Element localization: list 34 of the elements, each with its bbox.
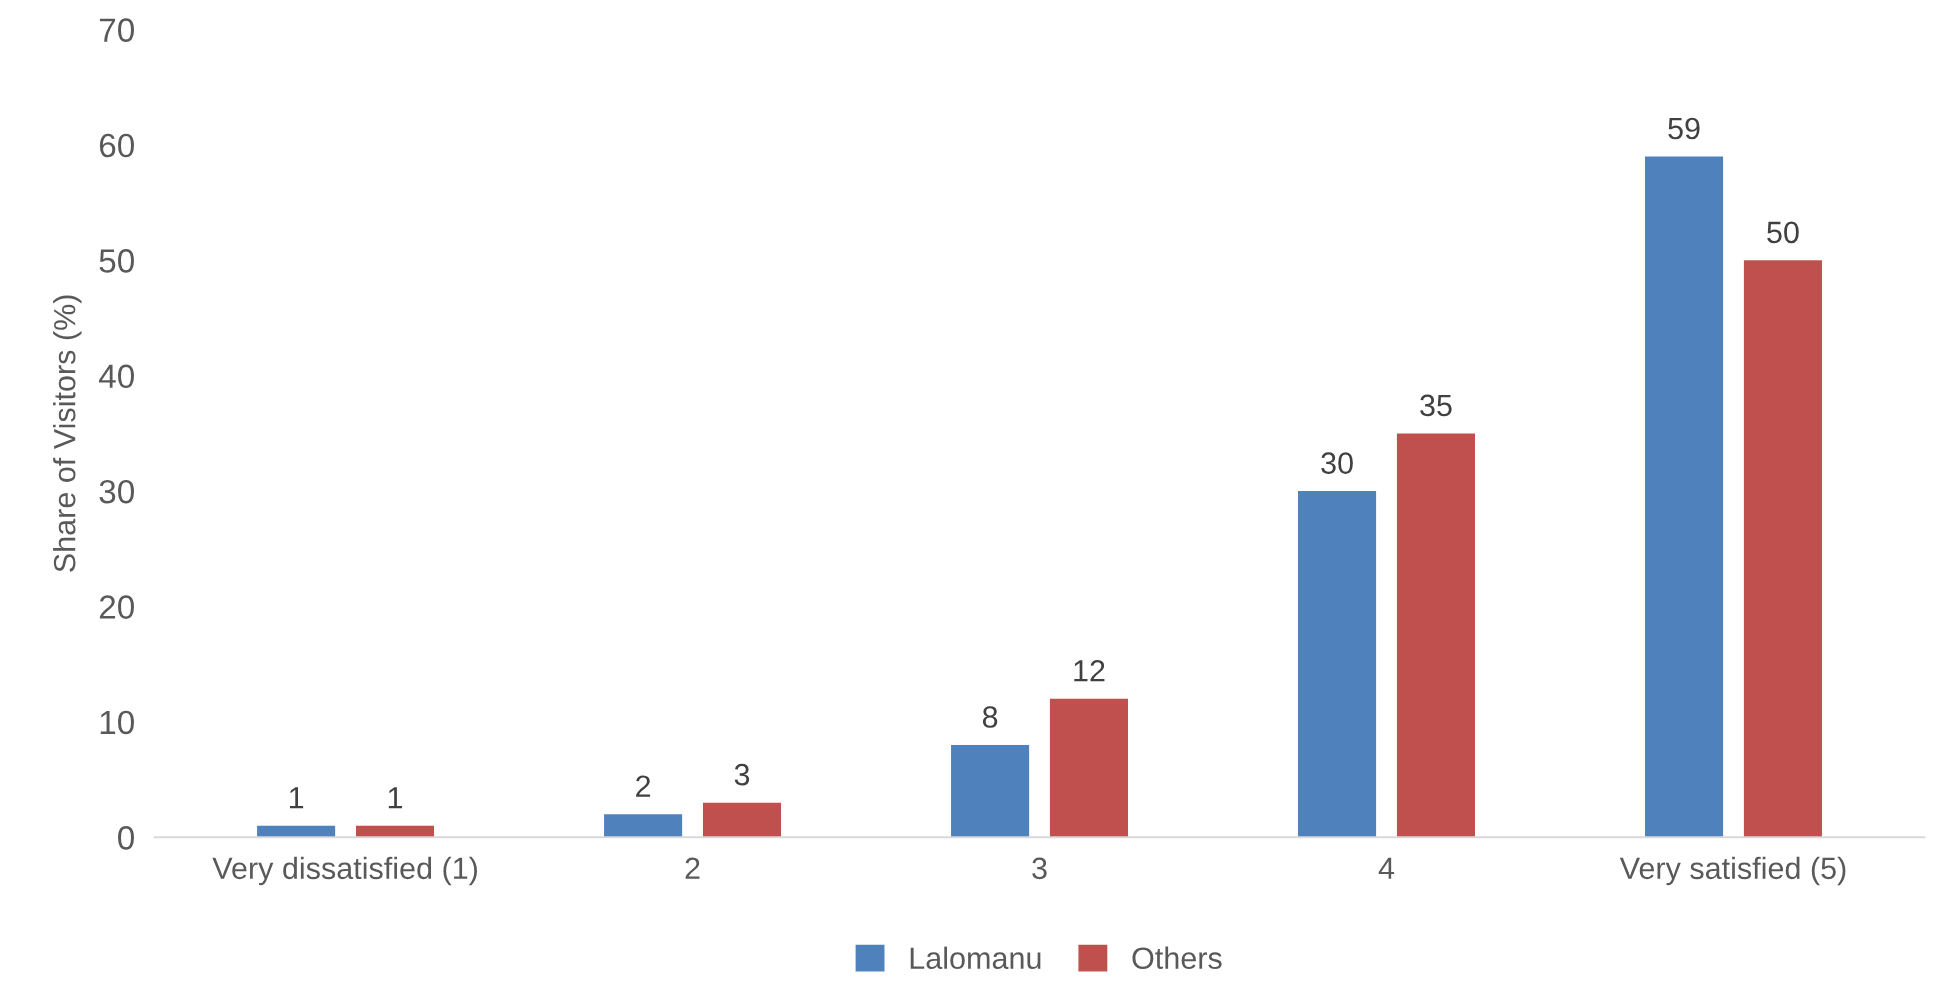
data-label: 59 <box>1668 117 1700 140</box>
x-tick-label: Very satisfied (5) <box>1619 856 1846 886</box>
bar <box>1743 260 1822 838</box>
bar <box>702 802 782 838</box>
data-label: 8 <box>982 706 998 728</box>
y-tick-label: 40 <box>98 364 134 389</box>
x-tick-label: 4 <box>1378 857 1395 879</box>
y-tick-label: 70 <box>99 18 134 42</box>
data-label: 1 <box>289 787 304 809</box>
y-axis-title: Share of Visitors (%) <box>53 295 82 572</box>
bar <box>1298 491 1377 838</box>
data-label: 12 <box>1074 660 1105 682</box>
y-tick-label: 0 <box>118 826 134 850</box>
legend-label: Lalomanu <box>910 946 1041 970</box>
data-label: 30 <box>1321 452 1353 474</box>
legend-label: Others <box>1132 946 1222 970</box>
bar <box>1396 433 1475 838</box>
y-tick-label: 50 <box>99 249 134 273</box>
bar <box>1645 156 1724 838</box>
x-tick-label: 3 <box>1032 857 1047 880</box>
data-label: 50 <box>1767 221 1799 244</box>
y-tick-label: 30 <box>99 479 134 504</box>
y-tick-label: 60 <box>99 133 134 158</box>
data-label: 2 <box>636 775 651 797</box>
bar <box>951 744 1030 838</box>
bar <box>1049 698 1129 838</box>
data-label: 3 <box>734 763 750 786</box>
x-tick-label: Very dissatisfied (1) <box>212 856 477 886</box>
data-label: 1 <box>388 787 403 809</box>
y-tick-label: 20 <box>99 595 134 619</box>
x-tick-label: 2 <box>685 857 700 879</box>
bar <box>604 814 683 838</box>
data-label: 35 <box>1420 394 1452 417</box>
y-tick-label: 10 <box>100 710 134 735</box>
